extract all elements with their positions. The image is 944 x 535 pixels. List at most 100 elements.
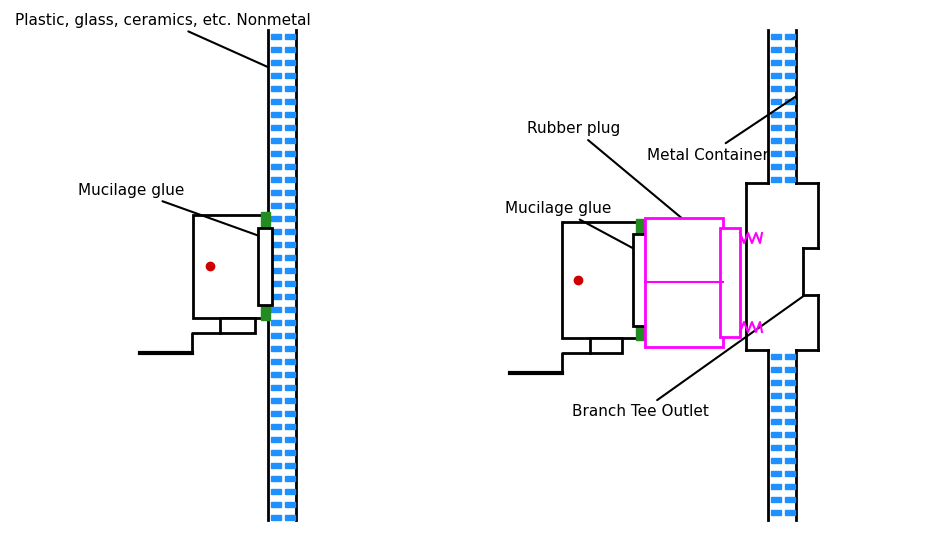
Bar [636,219,645,340]
Bar [785,445,795,450]
Bar [285,372,295,377]
Bar [271,333,281,338]
Text: Rubber plug: Rubber plug [527,120,682,218]
Bar [271,450,281,455]
Bar [285,125,295,130]
Bar [785,380,795,385]
Bar [271,372,281,377]
Bar [771,34,781,39]
Bar [285,60,295,65]
Bar [285,112,295,117]
Bar [590,338,622,353]
Bar [271,60,281,65]
Bar [271,281,281,286]
Bar [285,281,295,286]
Bar [271,424,281,429]
Text: Mucilage glue: Mucilage glue [78,182,262,237]
Bar [285,450,295,455]
Bar [285,424,295,429]
Bar [271,346,281,351]
Bar [785,112,795,117]
Bar [271,138,281,143]
Bar [771,432,781,437]
Bar [285,437,295,442]
Text: Metal Container: Metal Container [647,96,796,163]
Bar [771,484,781,489]
Bar [771,497,781,502]
Bar [271,177,281,182]
Bar [562,222,638,338]
Bar [285,34,295,39]
Bar [771,393,781,398]
Bar [771,47,781,52]
Bar [271,255,281,260]
Bar [771,60,781,65]
Bar [285,177,295,182]
Bar [285,216,295,221]
Bar [193,215,263,318]
Bar [771,367,781,372]
Bar [285,242,295,247]
Bar [785,164,795,169]
Bar [285,502,295,507]
Bar [285,411,295,416]
Bar [771,151,781,156]
Bar [271,320,281,325]
Bar [771,86,781,91]
Bar [271,242,281,247]
Bar [271,125,281,130]
Bar [285,294,295,299]
Bar [285,73,295,78]
Bar [271,203,281,208]
Bar [771,445,781,450]
Bar [285,515,295,520]
Bar [271,34,281,39]
Bar [785,484,795,489]
Bar [785,151,795,156]
Bar [771,380,781,385]
Bar [771,406,781,411]
Bar [785,510,795,515]
Bar [771,112,781,117]
Bar [285,463,295,468]
Bar [285,47,295,52]
Bar [645,218,723,347]
Bar [285,151,295,156]
Bar [285,489,295,494]
Bar [785,393,795,398]
Bar [785,86,795,91]
Bar [771,73,781,78]
Bar [720,228,740,337]
Bar [785,73,795,78]
Bar [220,318,255,333]
Bar [771,354,781,359]
Bar [771,138,781,143]
Bar [285,476,295,481]
Bar [271,489,281,494]
Bar [285,255,295,260]
Bar [271,190,281,195]
Text: Branch Tee Outlet: Branch Tee Outlet [572,296,802,419]
Bar [285,320,295,325]
Bar [271,359,281,364]
Bar [633,234,648,326]
Bar [785,406,795,411]
Bar [285,190,295,195]
Bar [285,385,295,390]
Bar [771,510,781,515]
Bar [271,307,281,312]
Bar [285,398,295,403]
Bar [285,99,295,104]
Bar [271,99,281,104]
Bar [785,419,795,424]
Bar [785,367,795,372]
Bar [785,471,795,476]
Bar [285,333,295,338]
Bar [785,99,795,104]
Bar [785,125,795,130]
Bar [785,47,795,52]
Bar [771,419,781,424]
Bar [271,73,281,78]
Bar [271,294,281,299]
Bar [785,60,795,65]
